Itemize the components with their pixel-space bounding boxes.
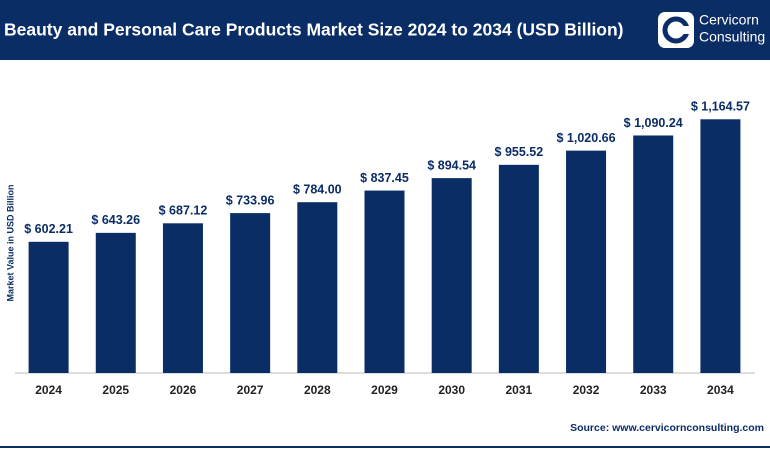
value-label: $ 837.45 — [360, 171, 409, 185]
y-axis-label: Market Value in USD Billion — [5, 184, 15, 301]
x-tick-label: 2031 — [506, 383, 533, 397]
x-tick-label: 2025 — [102, 383, 129, 397]
value-label: $ 643.26 — [91, 213, 140, 227]
value-label: $ 894.54 — [427, 158, 476, 172]
x-tick-label: 2034 — [707, 383, 734, 397]
bar — [633, 135, 674, 373]
value-label: $ 955.52 — [495, 145, 544, 159]
x-tick-label: 2026 — [170, 383, 197, 397]
value-label: $ 1,020.66 — [556, 131, 615, 145]
logo: Cervicorn Consulting — [658, 12, 765, 48]
bar — [297, 202, 338, 373]
bar — [364, 190, 405, 373]
x-tick-label: 2029 — [371, 383, 398, 397]
bar — [700, 119, 741, 374]
x-tick-label: 2024 — [35, 383, 62, 397]
chart-title: Beauty and Personal Care Products Market… — [4, 20, 624, 40]
source: Source: www.cervicornconsulting.com — [570, 422, 764, 434]
value-label: $ 687.12 — [159, 204, 208, 218]
logo-text: Consulting — [699, 29, 765, 45]
logo-gap — [680, 26, 692, 34]
x-tick-label: 2033 — [640, 383, 667, 397]
x-tick-label: 2027 — [237, 383, 264, 397]
x-tick-label: 2032 — [573, 383, 600, 397]
bar — [162, 223, 203, 373]
header-band — [0, 0, 770, 60]
bar — [498, 164, 539, 373]
x-tick-label: 2028 — [304, 383, 331, 397]
bar — [28, 241, 69, 373]
logo-text: Cervicorn — [699, 12, 759, 28]
bar — [431, 178, 472, 373]
value-label: $ 1,090.24 — [624, 116, 683, 130]
x-tick-label: 2030 — [438, 383, 465, 397]
bar — [566, 150, 607, 373]
value-label: $ 784.00 — [293, 182, 342, 196]
bar — [230, 213, 271, 373]
value-label: $ 1,164.57 — [691, 100, 750, 114]
value-label: $ 733.96 — [226, 193, 275, 207]
bar — [95, 232, 136, 373]
value-label: $ 602.21 — [24, 222, 73, 236]
